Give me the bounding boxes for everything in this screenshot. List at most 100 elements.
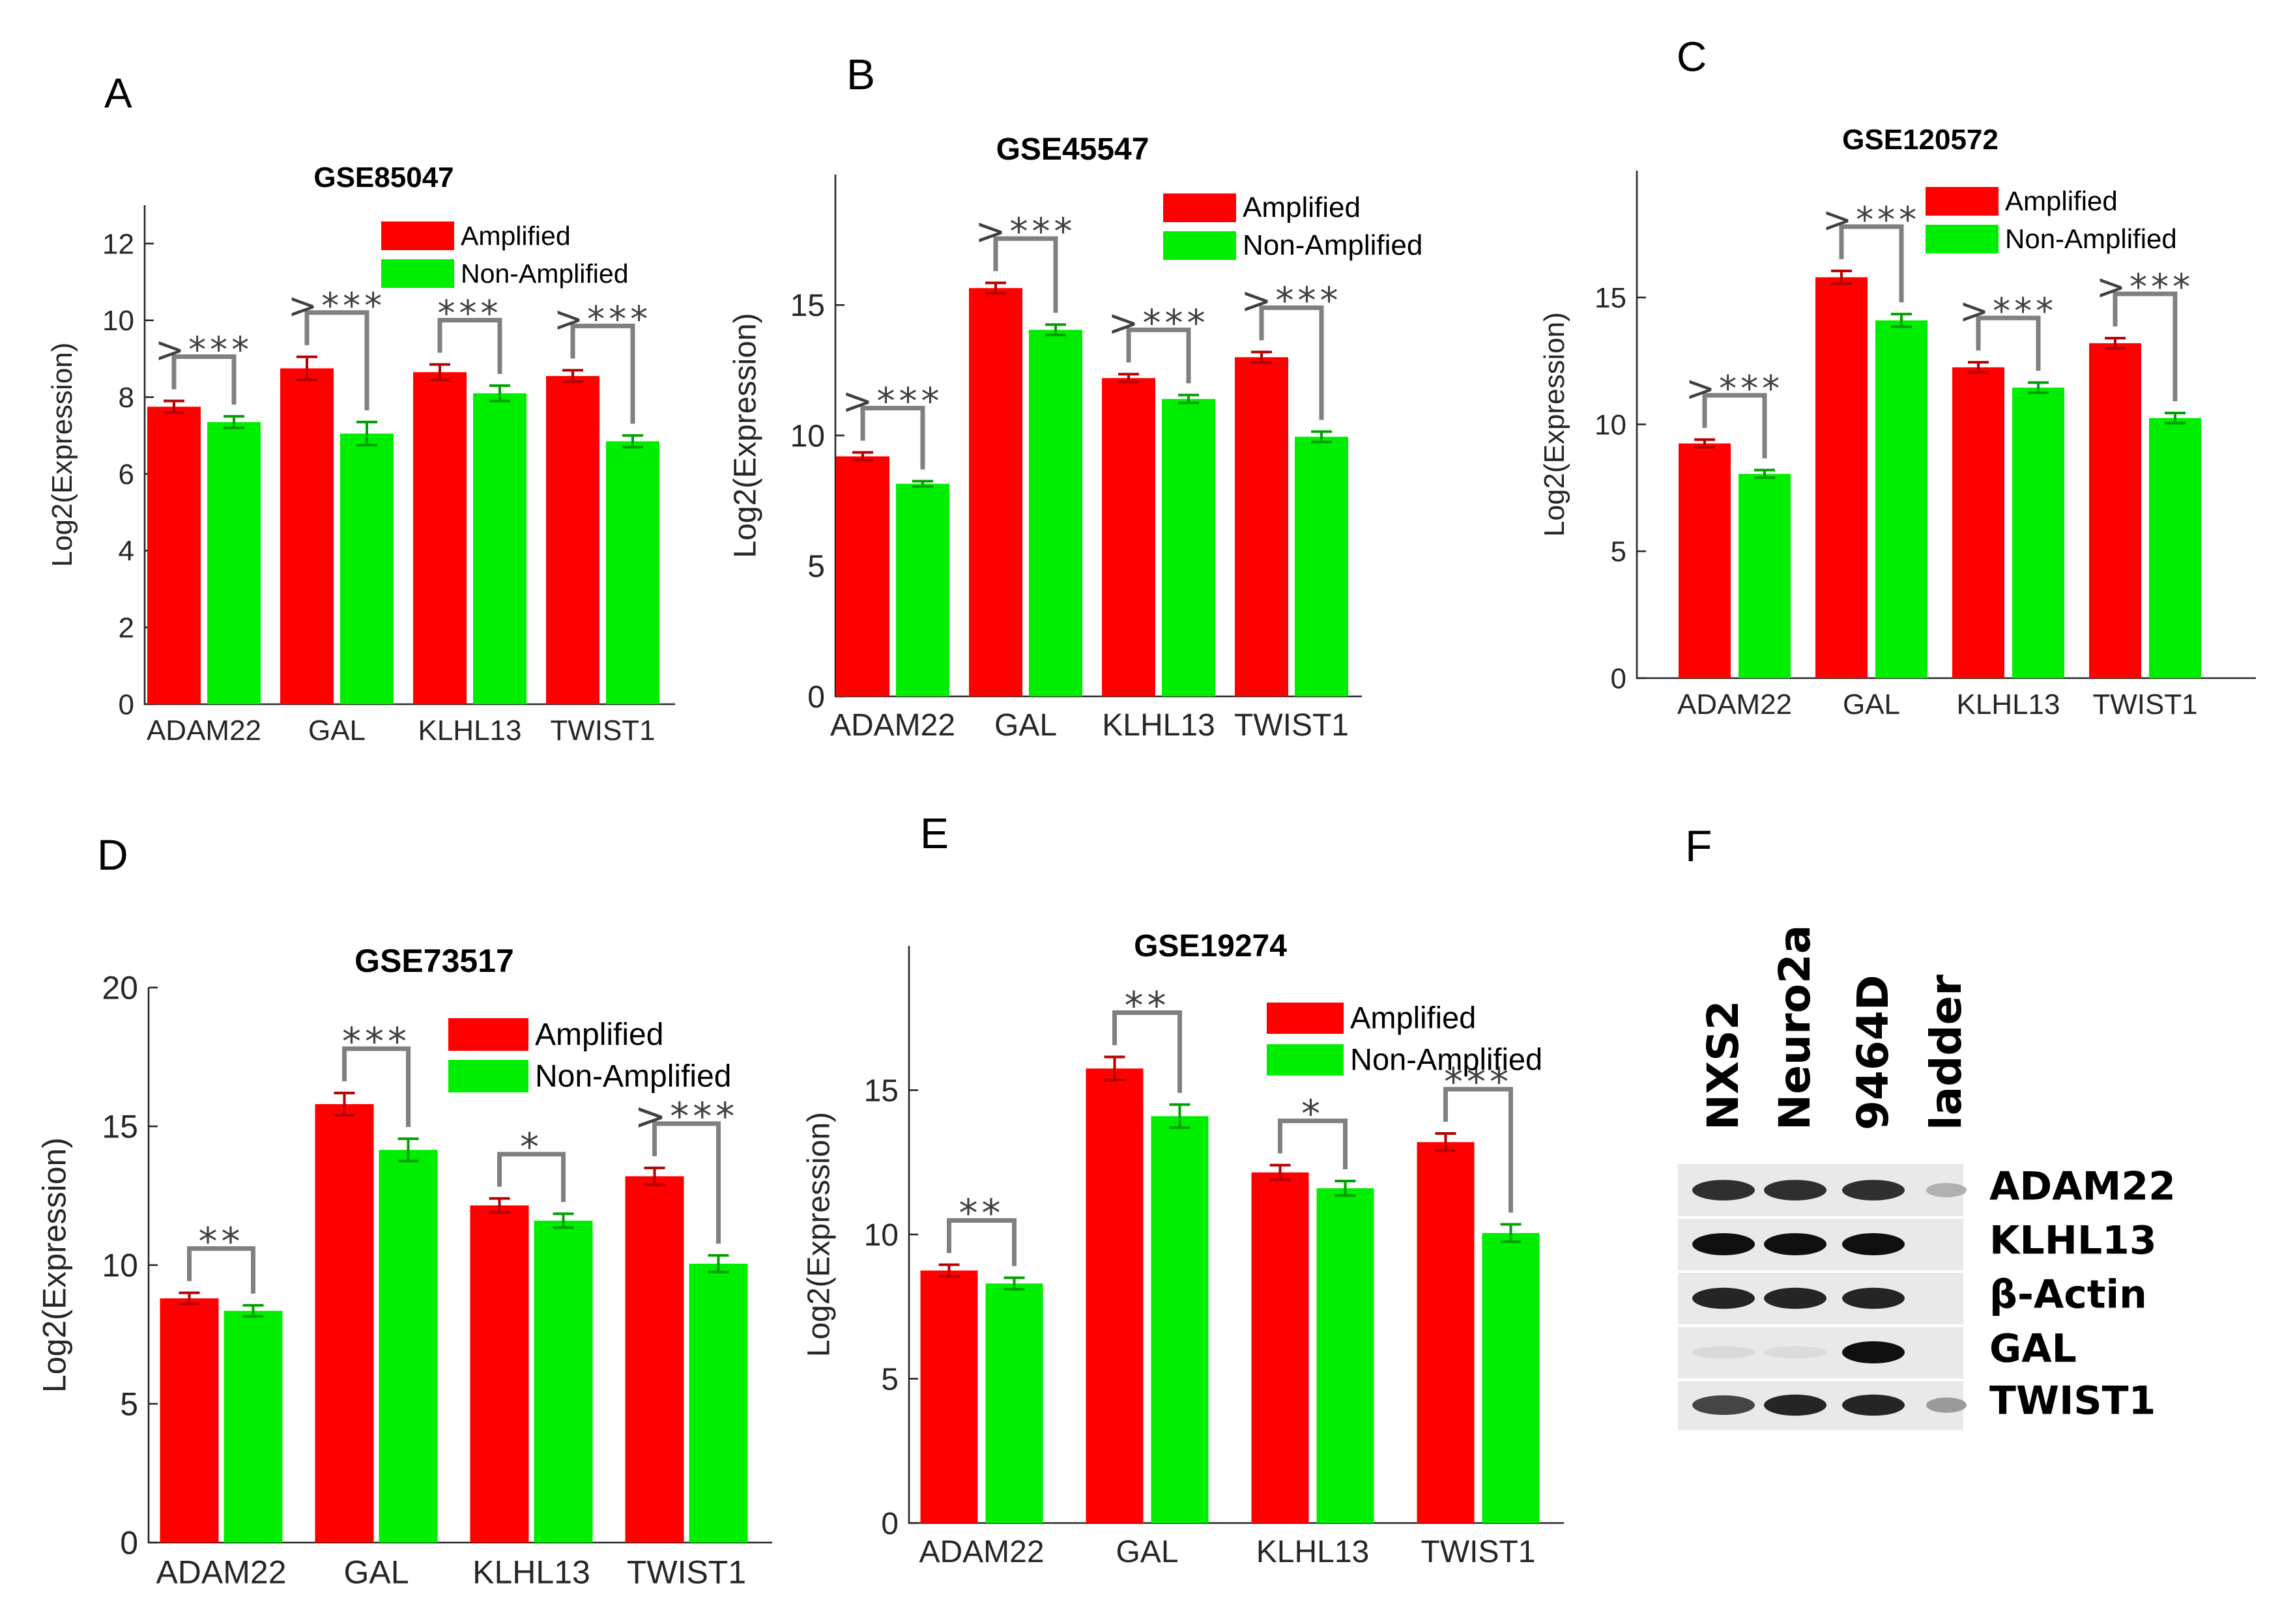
error-bar (644, 1166, 665, 1186)
significance-bracket (187, 1246, 255, 1294)
significance-label: >*** (288, 285, 386, 326)
blot-band (1764, 1287, 1826, 1309)
significance-bracket (570, 323, 635, 424)
error-bar (985, 281, 1006, 295)
blot-band (1764, 1346, 1826, 1359)
y-tick-label: 5 (881, 1362, 899, 1397)
blot-row-label: GAL (1989, 1326, 2077, 1371)
bar-amplified (625, 1176, 684, 1543)
significance-bracket (342, 1046, 411, 1128)
error-bar (397, 1137, 419, 1163)
bar-non-amplified (224, 1311, 283, 1543)
bar-non-amplified (1482, 1232, 1540, 1523)
y-tick-label: 15 (102, 1109, 138, 1145)
bar-non-amplified (2149, 418, 2201, 678)
legend-swatch-amplified (1267, 1003, 1344, 1034)
blot-band (1764, 1233, 1826, 1255)
chart-panel-e: E GSE19274 0 5 10 15 Log2(Expression) ADAM22 ** G… (802, 809, 1564, 1569)
bar-amplified (1086, 1068, 1144, 1523)
legend-label-non-amplified: Non-Amplified (1350, 1042, 1542, 1076)
bar-amplified (470, 1205, 529, 1543)
chart-title: GSE85047 (313, 162, 454, 193)
category-label: ADAM22 (156, 1554, 286, 1591)
significance-bracket (1112, 1010, 1182, 1093)
category-label: ADAM22 (830, 708, 955, 743)
chart-panel-c: C GSE120572 0 5 10 15 Log2(Expression) ADAM22 >*… (1538, 33, 2256, 720)
error-bar (562, 369, 583, 384)
significance-bracket (1126, 327, 1191, 384)
bar-non-amplified (1875, 320, 1927, 678)
y-tick-label: 0 (1611, 662, 1626, 694)
category-label: TWIST1 (550, 715, 655, 747)
significance-label: >*** (1108, 302, 1209, 345)
significance-bracket (437, 318, 502, 374)
y-tick-label: 8 (119, 382, 134, 414)
y-tick-label: 10 (1595, 409, 1626, 441)
bar-amplified (413, 372, 467, 704)
bar-amplified (315, 1104, 374, 1543)
blot-row-label: TWIST1 (1989, 1378, 2156, 1424)
bar-non-amplified (1739, 474, 1791, 678)
significance-label: >*** (1241, 280, 1342, 322)
significance-bracket (860, 406, 925, 470)
significance-bracket (304, 310, 369, 410)
bar-non-amplified (2012, 388, 2064, 678)
panel-label: D (97, 831, 128, 879)
legend-label-non-amplified: Non-Amplified (461, 259, 629, 289)
error-bar (356, 420, 377, 447)
category-label: GAL (1116, 1535, 1178, 1569)
category-label: ADAM22 (147, 715, 261, 747)
error-bar (429, 363, 450, 382)
lane-label: 9464D (1848, 975, 1898, 1130)
error-bar (334, 1091, 355, 1117)
legend-label-non-amplified: Non-Amplified (1243, 229, 1422, 261)
legend-swatch-amplified (1163, 193, 1236, 222)
blot-row-label: β-Actin (1989, 1272, 2147, 1317)
bar-amplified (836, 456, 889, 696)
blot-band (1842, 1394, 1905, 1416)
error-bar (938, 1263, 960, 1278)
legend-label-non-amplified: Non-Amplified (535, 1059, 731, 1094)
legend-label-amplified: Amplified (2005, 186, 2118, 216)
lane-label: ladder (1921, 975, 1971, 1130)
bar-non-amplified (689, 1263, 748, 1543)
significance-label: ** (199, 1219, 244, 1263)
y-tick-label: 15 (1595, 282, 1626, 314)
significance-label: >*** (1686, 368, 1783, 409)
bar-amplified (920, 1270, 978, 1523)
y-tick-label: 0 (119, 689, 134, 720)
error-bar (1831, 269, 1852, 285)
y-tick-label: 0 (807, 680, 825, 715)
category-label: GAL (308, 715, 366, 747)
panel-label: B (846, 50, 875, 98)
error-bar (2028, 381, 2049, 394)
blot-band (1764, 1180, 1826, 1201)
panel-label: A (104, 70, 132, 117)
category-label: KLHL13 (1956, 689, 2060, 720)
significance-label: ** (1125, 983, 1170, 1027)
bar-non-amplified (606, 441, 659, 704)
bar-amplified (1679, 443, 1731, 678)
category-label: KLHL13 (472, 1554, 590, 1591)
bar-amplified (1952, 367, 2004, 678)
chart-panel-a: A GSE85047 0 2 4 6 8 10 12 Log2(Expression) ADAM22… (46, 70, 675, 747)
chart-title: GSE19274 (1134, 929, 1287, 963)
error-bar (242, 1303, 264, 1318)
significance-label: *** (438, 293, 502, 334)
error-bar (1045, 323, 1066, 337)
bar-amplified (280, 368, 334, 704)
bar-non-amplified (473, 393, 527, 704)
error-bar (1178, 393, 1199, 405)
significance-bracket (171, 354, 237, 405)
error-bar (1169, 1103, 1191, 1130)
error-bar (1694, 438, 1715, 449)
legend-swatch-non-amplified (448, 1060, 528, 1092)
significance-bracket (1259, 305, 1324, 420)
significance-label: >*** (554, 298, 652, 339)
bar-non-amplified (1162, 399, 1215, 696)
significance-label: >*** (635, 1094, 739, 1139)
significance-bracket (993, 236, 1058, 313)
blot-band (1692, 1180, 1755, 1201)
y-tick-label: 5 (1611, 536, 1626, 568)
